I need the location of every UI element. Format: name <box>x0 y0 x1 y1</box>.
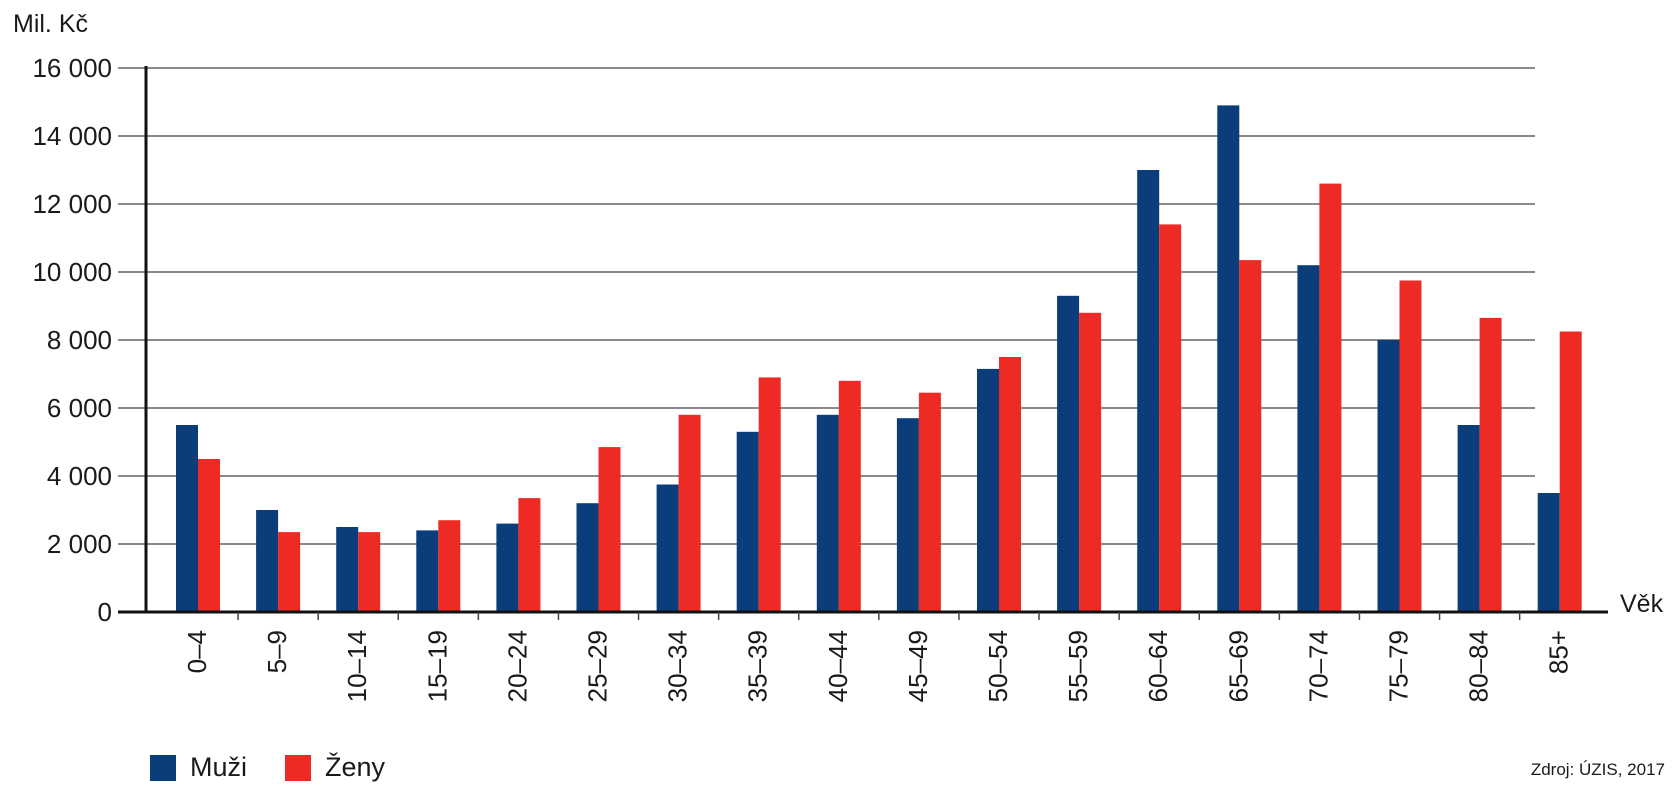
bar-zeny <box>598 447 621 612</box>
bar-muzi <box>336 527 359 612</box>
x-tick-label: 65–69 <box>1223 630 1253 702</box>
x-tick-label: 20–24 <box>502 630 532 702</box>
bar-muzi <box>977 368 999 612</box>
y-tick-label: 6 000 <box>47 393 112 423</box>
bar-muzi <box>896 418 919 612</box>
x-tick-label: 35–39 <box>743 630 773 702</box>
bar-zeny <box>918 392 941 612</box>
x-tick-label: 70–74 <box>1303 630 1333 702</box>
x-tick-label: 0–4 <box>182 630 212 673</box>
y-tick-labels: 0 2 000 4 000 6 000 8 000 10 000 12 000 14 000 1… <box>32 53 112 627</box>
legend-label-zeny: Ženy <box>325 752 386 782</box>
bar-muzi <box>1297 265 1320 612</box>
bar-muzi <box>656 484 679 612</box>
legend-swatch-muzi <box>150 754 176 781</box>
y-tick-label: 14 000 <box>32 121 112 151</box>
bar-zeny <box>278 532 301 612</box>
x-tick-label: 60–64 <box>1143 630 1173 702</box>
legend-swatch-zeny <box>285 754 312 781</box>
bar-muzi <box>576 503 599 612</box>
bar-zeny <box>1479 317 1502 612</box>
x-tick-label: 15–19 <box>422 630 452 702</box>
y-tick-label: 12 000 <box>32 189 112 219</box>
x-tick-label: 75–79 <box>1384 630 1414 702</box>
bar-zeny <box>1399 280 1422 612</box>
bar-muzi <box>1137 170 1160 612</box>
bar-zeny <box>518 498 541 612</box>
x-tick-label: 45–49 <box>903 630 933 702</box>
bar-muzi <box>256 510 279 612</box>
gridlines <box>118 67 1535 545</box>
x-tick-label: 25–29 <box>583 630 613 702</box>
bar-zeny <box>198 459 220 612</box>
y-tick-label: 8 000 <box>47 325 112 355</box>
bar-zeny <box>358 532 381 612</box>
x-tick-label: 85+ <box>1544 630 1574 674</box>
legend-item-zeny: Ženy <box>285 752 385 783</box>
bar-muzi <box>736 431 759 612</box>
y-tick-label: 2 000 <box>47 529 112 559</box>
bar-zeny <box>1239 260 1262 612</box>
y-tick-label: 10 000 <box>32 257 112 287</box>
y-tick-label: 16 000 <box>32 53 112 83</box>
bar-zeny <box>438 520 461 612</box>
bar-zeny <box>678 414 701 612</box>
bar-muzi <box>176 425 198 612</box>
bars <box>176 105 1582 613</box>
x-tick-labels: 0–4 5–9 10–14 15–19 20–24 25–29 30–34 35–39 40–4… <box>182 630 1574 702</box>
legend-item-muzi: Muži <box>150 752 247 783</box>
x-tick-label: 5–9 <box>262 630 292 673</box>
x-tick-label: 80–84 <box>1464 630 1494 702</box>
bar-zeny <box>1079 312 1102 612</box>
source-note: Zdroj: ÚZIS, 2017 <box>1530 760 1665 779</box>
x-tick-label: 40–44 <box>823 630 853 702</box>
bar-muzi <box>816 414 839 612</box>
legend-label-muzi: Muži <box>190 752 248 782</box>
y-tick-label: 4 000 <box>47 461 112 491</box>
bar-muzi <box>1057 295 1080 612</box>
bar-zeny <box>758 377 781 612</box>
x-axis-title: Věk <box>1620 590 1664 618</box>
bar-zeny <box>1319 183 1342 612</box>
bar-muzi <box>496 523 519 612</box>
y-axis-title: Mil. Kč <box>13 10 88 38</box>
legend: Muži Ženy <box>150 752 423 783</box>
bar-muzi <box>1537 493 1560 612</box>
x-tick-label: 10–14 <box>342 630 372 702</box>
bar-zeny <box>838 380 861 612</box>
x-tick-label: 50–54 <box>983 630 1013 702</box>
bar-muzi <box>1217 105 1240 613</box>
x-tick-label: 55–59 <box>1063 630 1093 702</box>
x-tick-label: 30–34 <box>663 630 693 702</box>
axes <box>118 66 1608 620</box>
bar-zeny <box>1559 331 1582 612</box>
bar-muzi <box>416 530 439 612</box>
bar-zeny <box>1159 224 1182 612</box>
bar-muzi <box>1457 425 1480 612</box>
bar-muzi <box>1377 340 1400 612</box>
bar-zeny <box>999 357 1021 612</box>
y-tick-label: 0 <box>98 597 112 627</box>
